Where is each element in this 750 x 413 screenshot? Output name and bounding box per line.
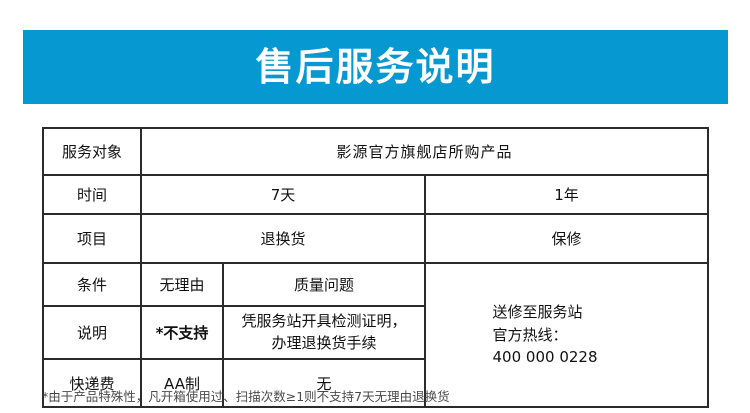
row-label-item: 项目 <box>42 213 142 264</box>
cell-service-station-info: 送修至服务站 官方热线： 400 000 0228 <box>423 262 710 408</box>
row-label-time: 时间 <box>42 174 142 215</box>
table-row: 说明 *不支持 凭服务站开具检测证明， 办理退换货手续 <box>42 305 708 360</box>
row-label-shipping-fee: 快递费 <box>42 358 142 408</box>
cell-shipping-none: 无 <box>222 358 426 408</box>
cell-service-target-value: 影源官方旗舰店所购产品 <box>139 127 710 176</box>
cell-condition-no-reason: 无理由 <box>140 262 224 307</box>
row-label-condition: 条件 <box>42 262 142 307</box>
table-row: 服务对象 影源官方旗舰店所购产品 <box>42 127 710 176</box>
row-label-service-target: 服务对象 <box>42 127 142 176</box>
header-banner: 售后服务说明 <box>23 30 728 104</box>
table-row: 条件 无理由 质量问题 送修至服务站 官方热线： 400 000 0228 <box>42 262 710 408</box>
page-title: 售后服务说明 <box>255 45 496 89</box>
cell-description-quality-process: 凭服务站开具检测证明， 办理退换货手续 <box>222 305 426 360</box>
cell-shipping-aa: AA制 <box>140 358 224 408</box>
row-label-description: 说明 <box>42 305 142 360</box>
cell-item-return: 退换货 <box>140 213 426 264</box>
description-line-2: 办理退换货手续 <box>271 333 377 352</box>
table-row: 项目 退换货 保修 <box>42 213 710 264</box>
cell-condition-quality-issue: 质量问题 <box>222 262 426 307</box>
description-line-1: 凭服务站开具检测证明， <box>241 311 407 330</box>
service-station-line-1: 送修至服务站 <box>492 303 583 322</box>
service-hotline-number: 400 000 0228 <box>492 348 598 367</box>
service-station-line-2: 官方热线： <box>492 325 568 344</box>
table-row: 快递费 AA制 无 <box>42 358 708 408</box>
cell-item-warranty: 保修 <box>423 213 710 264</box>
footnote-text: *由于产品特殊性，凡开箱使用过、扫描次数≥1则不支持7天无理由退换货 <box>42 389 450 404</box>
after-sales-service-table: 服务对象 影源官方旗舰店所购产品 时间 7天 1年 项目 退换货 保修 条件 无… <box>42 127 710 408</box>
cell-time-warranty: 1年 <box>423 174 710 215</box>
table-row: 时间 7天 1年 <box>42 174 710 215</box>
cell-description-not-supported: *不支持 <box>140 305 224 360</box>
cell-time-return: 7天 <box>140 174 426 215</box>
